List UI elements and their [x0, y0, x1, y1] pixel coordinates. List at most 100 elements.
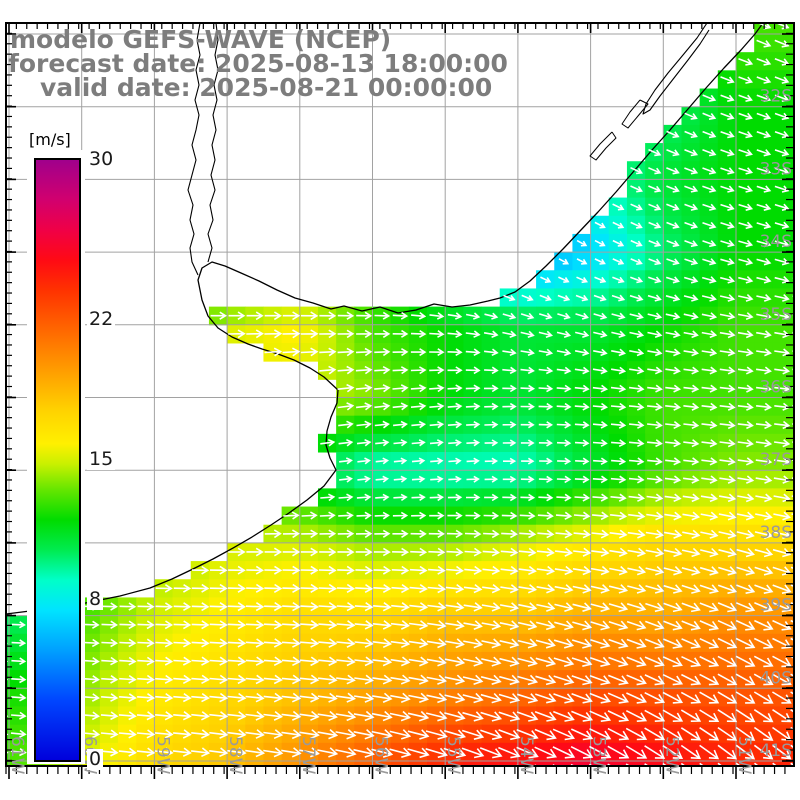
wind-arrow — [392, 529, 409, 538]
wind-cell — [154, 761, 174, 766]
wind-arrow — [594, 258, 606, 265]
wind-arrow — [591, 547, 610, 557]
map-layers — [6, 23, 794, 766]
wind-arrow — [666, 148, 680, 157]
wind-arrow — [572, 620, 593, 631]
wind-cell — [772, 23, 792, 35]
wind-arrow — [665, 420, 682, 430]
wind-arrow — [389, 747, 412, 758]
wind-arrow — [264, 565, 283, 575]
wind-arrow — [573, 547, 592, 557]
wind-arrow — [538, 402, 554, 411]
wind-arrow — [682, 475, 700, 484]
wind-arrow — [717, 726, 738, 741]
wind-arrow — [589, 656, 611, 667]
wind-arrow — [426, 674, 447, 685]
wind-arrow — [483, 529, 500, 539]
wind-arrow — [411, 475, 426, 483]
lat-label: 37S — [760, 450, 792, 470]
wind-arrow — [718, 529, 737, 539]
wind-arrow — [484, 384, 499, 393]
frame-border — [5, 22, 795, 767]
wind-arrow — [753, 744, 774, 760]
wind-arrow — [155, 584, 173, 593]
wind-arrow — [554, 620, 574, 631]
wind-arrow — [576, 239, 588, 247]
wind-arrow — [756, 294, 772, 302]
wind-arrow — [774, 420, 791, 430]
wind-arrow — [518, 584, 538, 594]
wind-arrow — [576, 258, 588, 265]
wind-arrow — [245, 692, 265, 703]
wind-arrow — [647, 439, 663, 448]
wind-arrow — [628, 402, 645, 411]
wind-arrow — [644, 709, 666, 722]
wind-arrow — [465, 312, 481, 320]
wind-arrow — [520, 439, 535, 447]
lat-label: 38S — [760, 523, 792, 543]
wind-arrow — [502, 402, 517, 411]
wind-arrow — [228, 547, 246, 557]
wind-arrow — [375, 475, 390, 483]
lat-label: 32S — [760, 87, 792, 107]
wind-arrow — [626, 692, 647, 704]
colorbar-tick-label: 30 — [87, 148, 116, 170]
wind-arrow — [339, 475, 353, 483]
wind-arrow — [466, 475, 480, 483]
wind-arrow — [154, 747, 174, 757]
lat-label: 41S — [760, 741, 792, 761]
wind-arrow — [755, 457, 773, 466]
wind-arrow — [720, 276, 736, 284]
wind-arrow — [535, 638, 556, 649]
wind-arrow — [465, 402, 481, 411]
wind-cell — [790, 361, 794, 380]
wind-arrow — [354, 638, 374, 648]
wind-arrow — [699, 637, 720, 649]
wind-arrow — [155, 656, 174, 666]
wind-arrow — [245, 602, 265, 612]
wind-arrow — [701, 475, 718, 484]
wind-arrow — [426, 656, 447, 667]
wind-arrow — [663, 584, 683, 594]
wind-arrow — [356, 420, 372, 429]
wind-arrow — [680, 691, 702, 704]
wind-arrow — [373, 547, 391, 557]
wind-arrow — [521, 457, 535, 465]
wind-arrow — [317, 747, 339, 758]
wind-arrow — [738, 76, 754, 84]
wind-arrow — [684, 185, 699, 193]
wind-arrow — [336, 601, 356, 612]
wind-arrow — [701, 420, 718, 430]
wind-arrow — [465, 384, 481, 393]
wind-arrow — [11, 675, 27, 684]
wind-arrow — [611, 312, 626, 320]
wind-arrow — [626, 674, 647, 686]
wind-arrow — [538, 366, 554, 375]
wind-arrow — [556, 493, 572, 502]
wind-arrow — [607, 745, 630, 759]
wind-arrow — [111, 765, 112, 766]
wind-arrow — [209, 692, 229, 703]
wind-arrow — [718, 511, 737, 521]
wind-arrow — [498, 711, 521, 722]
wind-arrow — [411, 511, 427, 520]
wind-arrow — [173, 674, 192, 685]
wind-arrow — [191, 638, 210, 648]
wind-cell — [790, 143, 794, 162]
wind-arrow — [391, 565, 410, 575]
wind-arrow — [75, 765, 76, 766]
wind-arrow — [663, 529, 683, 539]
wind-arrow — [299, 656, 320, 667]
wind-arrow — [484, 493, 499, 502]
wind-arrow — [444, 711, 466, 722]
colorbar-tick-label: 15 — [87, 448, 116, 470]
wind-arrow — [227, 692, 247, 703]
wind-arrow — [610, 384, 627, 393]
wind-cell — [281, 761, 301, 766]
wind-arrow — [701, 384, 718, 393]
wind-arrow — [392, 511, 409, 520]
wind-arrow — [335, 729, 357, 740]
wind-arrow — [684, 258, 699, 266]
wind-arrow — [720, 203, 735, 211]
wind-arrow — [520, 475, 535, 483]
